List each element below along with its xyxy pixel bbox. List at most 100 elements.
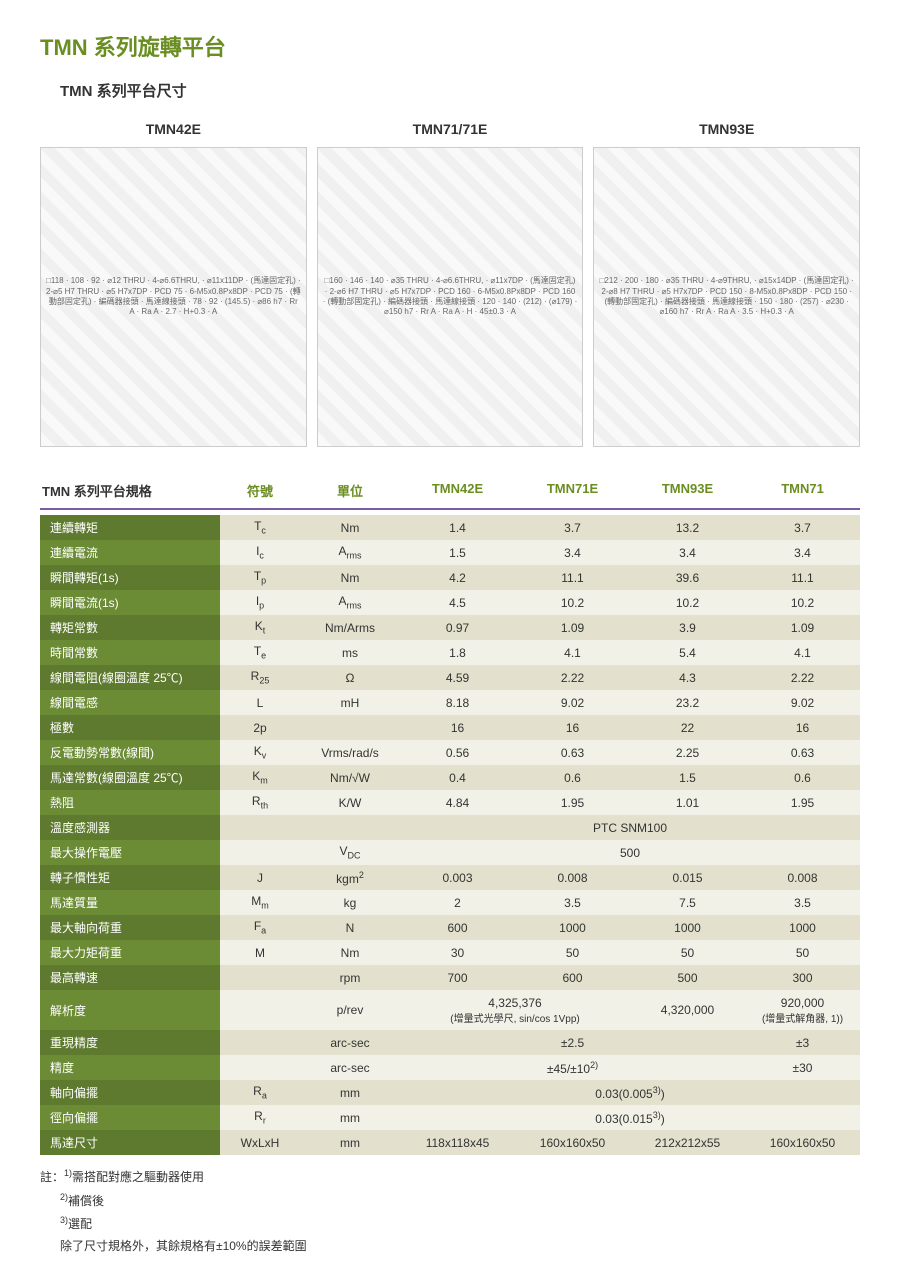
row-unit: Vrms/rad/s xyxy=(300,740,400,765)
note-line: 註：1)需搭配對應之驅動器使用 xyxy=(40,1165,860,1189)
row-value: 700 xyxy=(400,965,515,990)
row-symbol: 2p xyxy=(220,715,300,740)
row-value: 3.4 xyxy=(515,540,630,565)
row-label: 連續電流 xyxy=(40,540,220,565)
row-unit: arc-sec xyxy=(300,1030,400,1055)
table-row: 連續轉矩TcNm1.43.713.23.7 xyxy=(40,515,860,540)
row-label: 熱阻 xyxy=(40,790,220,815)
row-value: 3.7 xyxy=(745,515,860,540)
row-unit: VDC xyxy=(300,840,400,865)
row-value: 50 xyxy=(630,940,745,965)
row-label: 瞬間轉矩(1s) xyxy=(40,565,220,590)
row-unit xyxy=(300,815,400,840)
row-value: 4,320,000 xyxy=(630,990,745,1030)
table-row: 馬達常數(線圈溫度 25℃)KmNm/√W0.40.61.50.6 xyxy=(40,765,860,790)
row-unit: rpm xyxy=(300,965,400,990)
diagram-label: TMN42E xyxy=(40,121,307,137)
row-unit: kg xyxy=(300,890,400,915)
row-value: ±3 xyxy=(745,1030,860,1055)
technical-drawing: □118 · 108 · 92 · ⌀12 THRU · 4-⌀6.6THRU,… xyxy=(40,147,307,447)
spec-header-label: TMN 系列平台規格 xyxy=(40,477,220,504)
row-symbol: Ra xyxy=(220,1080,300,1105)
row-symbol: J xyxy=(220,865,300,890)
row-value: 1000 xyxy=(515,915,630,940)
spec-header-unit: 單位 xyxy=(300,477,400,504)
table-row: 瞬間轉矩(1s)TpNm4.211.139.611.1 xyxy=(40,565,860,590)
row-value: 600 xyxy=(400,915,515,940)
table-row: 馬達尺寸WxLxHmm118x118x45160x160x50212x212x5… xyxy=(40,1130,860,1155)
table-row: 最大軸向荷重FaN600100010001000 xyxy=(40,915,860,940)
row-value: 2.22 xyxy=(745,665,860,690)
row-value: 0.63 xyxy=(515,740,630,765)
row-label: 重現精度 xyxy=(40,1030,220,1055)
technical-drawing: □212 · 200 · 180 · ⌀35 THRU · 4-⌀9THRU, … xyxy=(593,147,860,447)
row-symbol xyxy=(220,1030,300,1055)
row-value: 0.56 xyxy=(400,740,515,765)
row-value: 500 xyxy=(400,840,860,865)
row-value: 1000 xyxy=(745,915,860,940)
notes: 註：1)需搭配對應之驅動器使用2)補償後3)選配除了尺寸規格外，其餘規格有±10… xyxy=(40,1165,860,1257)
table-row: 反電動勢常數(線間)KvVrms/rad/s0.560.632.250.63 xyxy=(40,740,860,765)
spec-header-symbol: 符號 xyxy=(220,477,300,504)
row-symbol: L xyxy=(220,690,300,715)
row-label: 馬達質量 xyxy=(40,890,220,915)
row-value: 23.2 xyxy=(630,690,745,715)
row-value: 5.4 xyxy=(630,640,745,665)
row-unit: mH xyxy=(300,690,400,715)
row-label: 徑向偏擺 xyxy=(40,1105,220,1130)
row-value: 3.7 xyxy=(515,515,630,540)
spec-header-model-1: TMN71E xyxy=(515,477,630,504)
row-value: 0.6 xyxy=(515,765,630,790)
row-unit: p/rev xyxy=(300,990,400,1030)
row-value: 920,000(增量式解角器, 1)) xyxy=(745,990,860,1030)
row-value: 0.03(0.0053)) xyxy=(400,1080,860,1105)
diagram-row: TMN42E □118 · 108 · 92 · ⌀12 THRU · 4-⌀6.… xyxy=(40,121,860,447)
row-value: 4.59 xyxy=(400,665,515,690)
row-unit: Nm xyxy=(300,565,400,590)
table-row: 精度arc-sec±45/±102)±30 xyxy=(40,1055,860,1080)
row-value: 0.97 xyxy=(400,615,515,640)
row-value: 1.4 xyxy=(400,515,515,540)
row-symbol: Mm xyxy=(220,890,300,915)
diagram-column: TMN93E□212 · 200 · 180 · ⌀35 THRU · 4-⌀9… xyxy=(593,121,860,447)
row-unit: Arms xyxy=(300,590,400,615)
spec-header-model-2: TMN93E xyxy=(630,477,745,504)
row-value: 1.5 xyxy=(630,765,745,790)
row-label: 最大軸向荷重 xyxy=(40,915,220,940)
row-label: 溫度感測器 xyxy=(40,815,220,840)
table-row: 時間常數Tems1.84.15.44.1 xyxy=(40,640,860,665)
row-symbol: Fa xyxy=(220,915,300,940)
diagram-column: TMN71/71E□160 · 146 · 140 · ⌀35 THRU · 4… xyxy=(317,121,584,447)
row-symbol: Rth xyxy=(220,790,300,815)
row-label: 瞬間電流(1s) xyxy=(40,590,220,615)
row-value: 3.4 xyxy=(630,540,745,565)
row-unit: mm xyxy=(300,1130,400,1155)
row-value: 50 xyxy=(745,940,860,965)
spec-header-model-0: TMN42E xyxy=(400,477,515,504)
row-value: 1.01 xyxy=(630,790,745,815)
row-value: 7.5 xyxy=(630,890,745,915)
table-row: 最高轉速rpm700600500300 xyxy=(40,965,860,990)
row-value: 1.8 xyxy=(400,640,515,665)
table-row: 解析度p/rev4,325,376(增量式光學尺, sin/cos 1Vpp)4… xyxy=(40,990,860,1030)
row-unit: N xyxy=(300,915,400,940)
row-value: 2.22 xyxy=(515,665,630,690)
row-label: 時間常數 xyxy=(40,640,220,665)
row-value: 11.1 xyxy=(745,565,860,590)
diagram-column: TMN42E □118 · 108 · 92 · ⌀12 THRU · 4-⌀6.… xyxy=(40,121,307,447)
row-label: 轉矩常數 xyxy=(40,615,220,640)
table-row: 最大力矩荷重MNm30505050 xyxy=(40,940,860,965)
row-value: 118x118x45 xyxy=(400,1130,515,1155)
row-value: 10.2 xyxy=(515,590,630,615)
table-row: 軸向偏擺Ramm0.03(0.0053)) xyxy=(40,1080,860,1105)
row-symbol: Te xyxy=(220,640,300,665)
row-value: 0.008 xyxy=(515,865,630,890)
row-value: 1.09 xyxy=(745,615,860,640)
row-value: 4.3 xyxy=(630,665,745,690)
row-value: 11.1 xyxy=(515,565,630,590)
row-label: 精度 xyxy=(40,1055,220,1080)
row-value: 600 xyxy=(515,965,630,990)
row-value: 3.5 xyxy=(745,890,860,915)
row-symbol: Kt xyxy=(220,615,300,640)
technical-drawing: □160 · 146 · 140 · ⌀35 THRU · 4-⌀6.6THRU… xyxy=(317,147,584,447)
